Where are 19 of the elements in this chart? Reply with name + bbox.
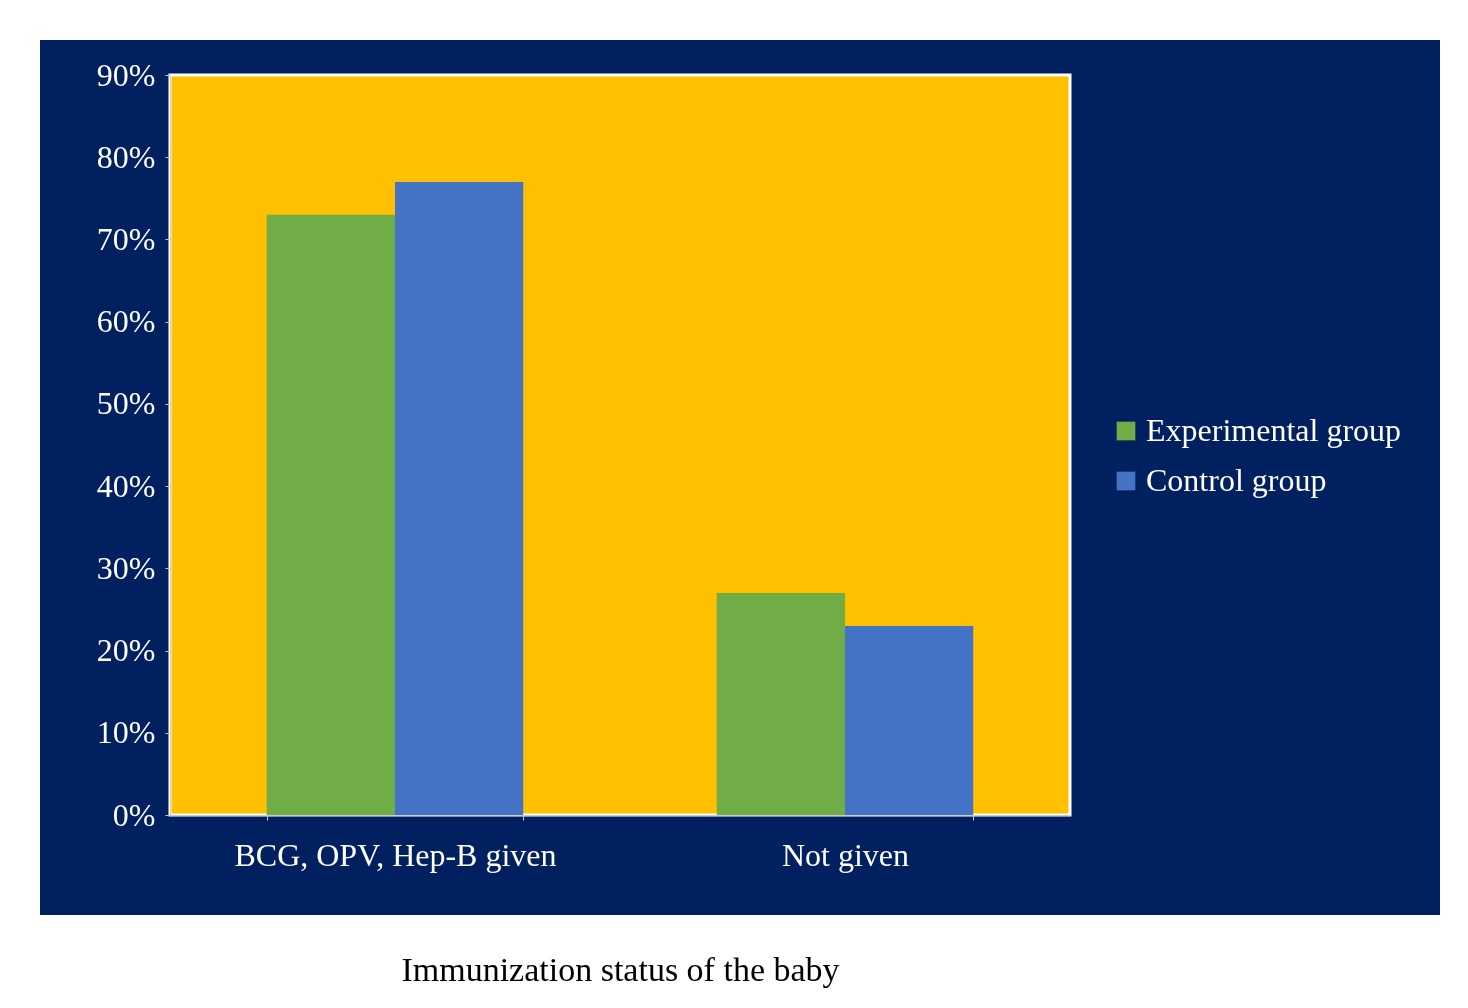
x-tick-label: BCG, OPV, Hep-B given — [234, 836, 557, 873]
legend-label: Experimental group — [1146, 412, 1402, 448]
y-tick-label: 30% — [96, 549, 156, 586]
y-tick-label: 20% — [96, 632, 156, 669]
legend-label: Control group — [1146, 462, 1327, 498]
y-tick-label: 40% — [96, 467, 156, 504]
bar — [845, 625, 974, 815]
y-tick-label: 70% — [96, 220, 156, 257]
bar — [716, 593, 845, 815]
x-axis-title: Immunization status of the baby — [401, 950, 840, 988]
y-tick-label: 90% — [96, 56, 156, 93]
x-tick-label: Not given — [781, 836, 910, 873]
y-tick-label: 80% — [96, 138, 156, 175]
bar — [266, 214, 395, 815]
y-tick-label: 50% — [96, 385, 156, 422]
y-tick-label: 10% — [96, 714, 156, 751]
y-tick-label: 0% — [112, 796, 156, 833]
bar — [395, 181, 524, 815]
y-tick-label: 60% — [96, 303, 156, 340]
